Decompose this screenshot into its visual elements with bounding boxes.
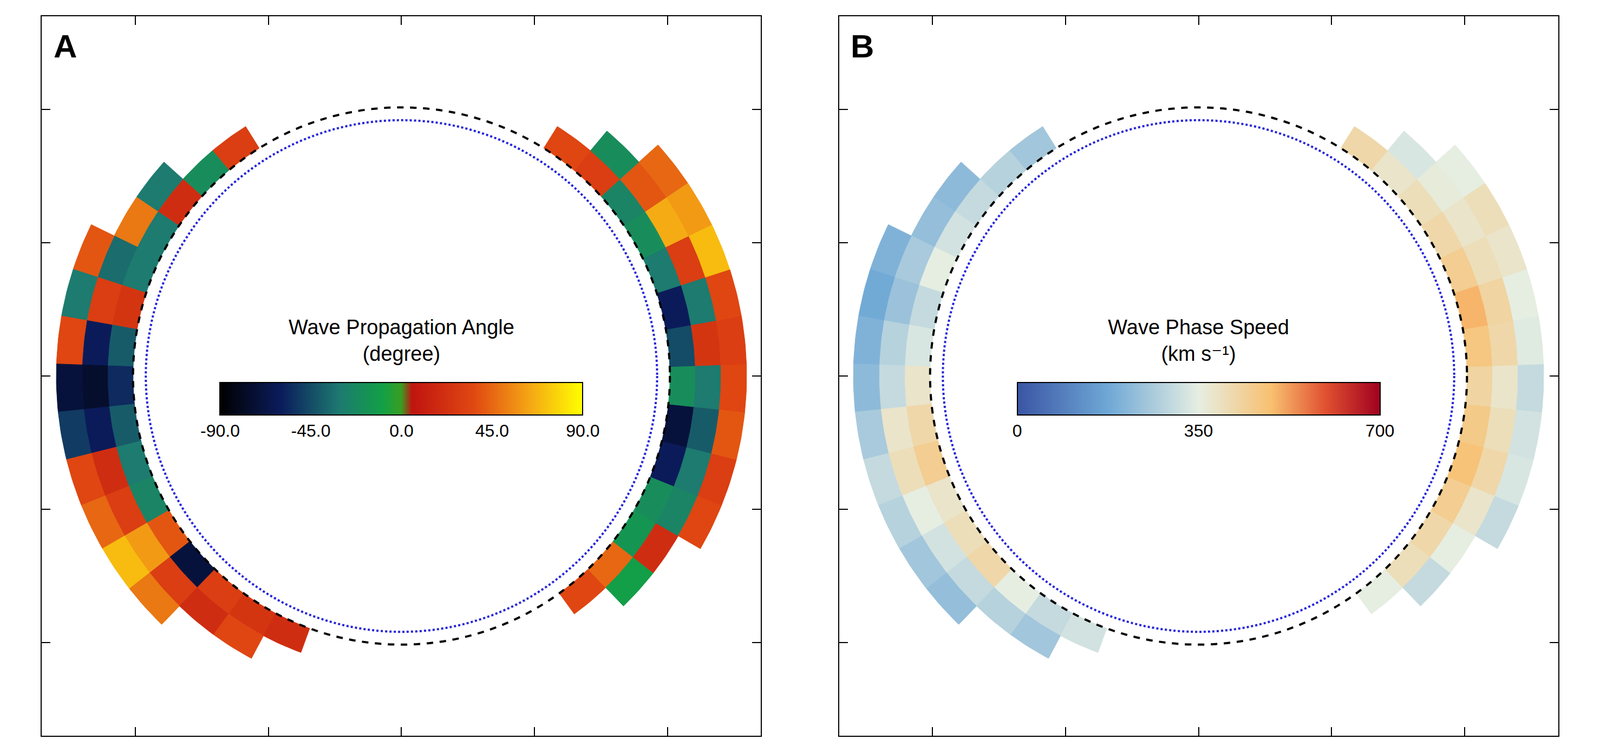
svg-text:A: A (53, 28, 77, 65)
svg-text:-45.0: -45.0 (290, 420, 331, 441)
svg-text:0: 0 (1012, 420, 1023, 441)
svg-text:700: 700 (1365, 420, 1395, 441)
svg-text:90.0: 90.0 (565, 420, 600, 441)
svg-text:-90.0: -90.0 (200, 420, 240, 441)
svg-text:0.0: 0.0 (389, 420, 414, 441)
svg-text:B: B (850, 28, 874, 65)
svg-text:Wave Propagation Angle(degree): Wave Propagation Angle(degree) (288, 315, 515, 365)
svg-text:Wave Phase Speed(km s⁻¹): Wave Phase Speed(km s⁻¹) (1107, 315, 1289, 365)
svg-text:45.0: 45.0 (475, 420, 509, 441)
svg-text:350: 350 (1184, 420, 1213, 441)
